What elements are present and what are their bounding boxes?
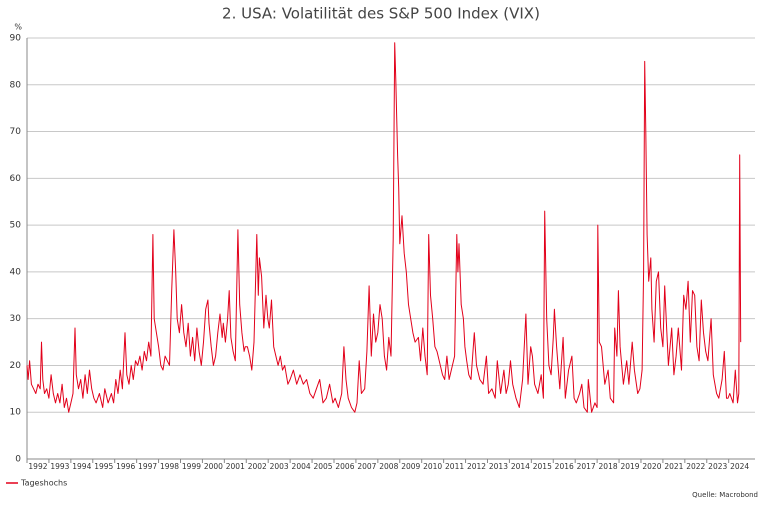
x-tick-label: 1996: [116, 462, 135, 471]
y-tick-label: 60: [10, 174, 22, 184]
y-tick-label: 40: [10, 267, 22, 277]
x-tick-label: 1994: [72, 462, 91, 471]
x-tick-label: 1993: [50, 462, 69, 471]
chart-title: 2. USA: Volatilität des S&P 500 Index (V…: [222, 5, 540, 23]
x-tick-label: 2007: [357, 462, 376, 471]
y-tick-label: 90: [10, 34, 22, 44]
x-tick-label: 2012: [467, 462, 486, 471]
y-tick-label: 50: [10, 221, 22, 231]
x-tick-label: 1995: [94, 462, 113, 471]
source: Quelle: Macrobond: [692, 491, 758, 499]
x-tick-label: 2016: [555, 462, 574, 471]
x-tick-label: 2017: [577, 462, 596, 471]
y-tick-label: 0: [15, 455, 21, 465]
x-tick-label: 2003: [270, 462, 289, 471]
x-tick-label: 1997: [138, 462, 157, 471]
y-tick-label: 80: [10, 80, 22, 90]
y-tick-label: 70: [10, 127, 22, 137]
x-tick-label: 2001: [226, 462, 245, 471]
legend-label: Tageshochs: [20, 479, 67, 488]
y-tick-label: 20: [10, 361, 22, 371]
x-tick-label: 2023: [708, 462, 727, 471]
x-tick-label: 2009: [401, 462, 420, 471]
x-tick-label: 2021: [664, 462, 683, 471]
x-tick-label: 1998: [160, 462, 179, 471]
x-tick-label: 2011: [445, 462, 464, 471]
x-tick-label: 1992: [28, 462, 47, 471]
x-tick-label: 2015: [533, 462, 552, 471]
x-tick-label: 2010: [423, 462, 442, 471]
x-tick-label: 2018: [599, 462, 618, 471]
y-tick-label: 30: [10, 314, 22, 324]
x-tick-label: 2000: [204, 462, 223, 471]
x-tick-label: 2014: [511, 462, 530, 471]
data-line: [26, 42, 742, 413]
x-tick-label: 2008: [379, 462, 398, 471]
y-unit: %: [14, 23, 22, 32]
x-tick-label: 2022: [686, 462, 705, 471]
x-tick-label: 2004: [292, 462, 311, 471]
x-tick-label: 2013: [489, 462, 508, 471]
x-tick-label: 2002: [248, 462, 267, 471]
x-tick-label: 2005: [313, 462, 332, 471]
x-tick-label: 1999: [182, 462, 201, 471]
x-tick-label: 2020: [642, 462, 661, 471]
x-tick-label: 2019: [620, 462, 639, 471]
y-tick-label: 10: [10, 408, 22, 418]
x-tick-label: 2024: [730, 462, 749, 471]
x-tick-label: 2006: [335, 462, 354, 471]
